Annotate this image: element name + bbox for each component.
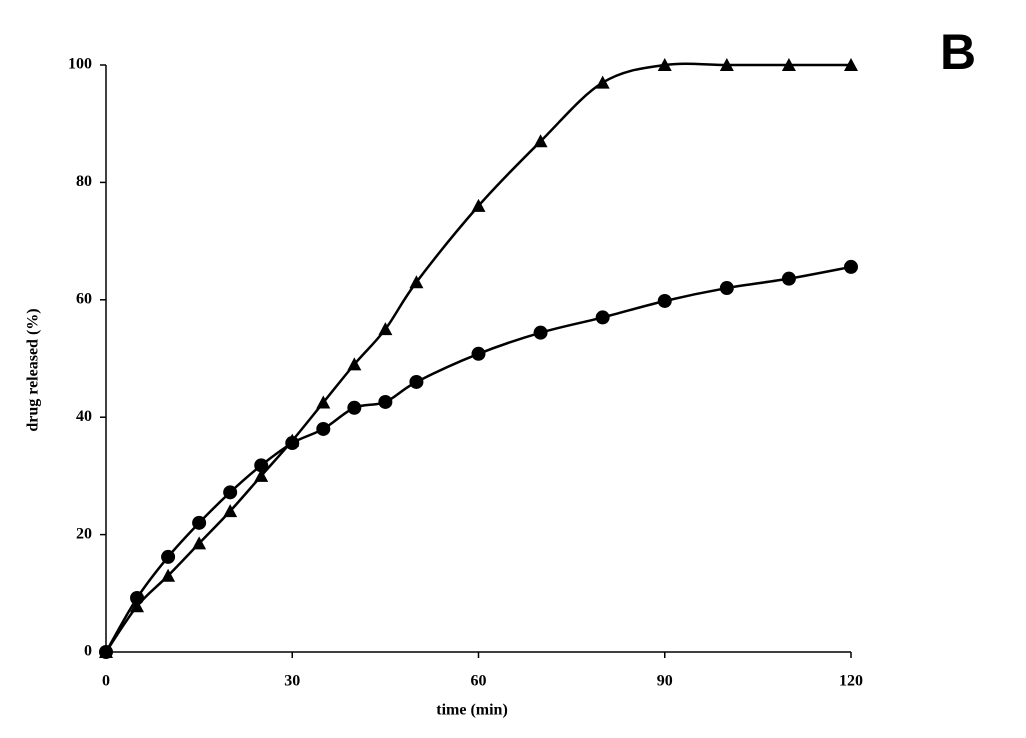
marker — [781, 58, 796, 71]
y-axis-label: drug released (%) — [25, 308, 42, 431]
marker — [378, 322, 393, 336]
marker — [316, 421, 331, 436]
marker — [223, 504, 238, 518]
y-tick-label: 0 — [84, 643, 92, 660]
y-tick-label: 80 — [76, 173, 92, 190]
marker — [285, 436, 300, 451]
marker — [719, 281, 734, 296]
panel-label: B — [940, 24, 976, 80]
marker — [347, 400, 362, 415]
marker — [719, 58, 734, 71]
marker — [254, 468, 269, 482]
marker — [378, 394, 393, 409]
marker — [657, 293, 672, 308]
marker — [192, 515, 207, 530]
x-tick-label: 120 — [839, 673, 863, 690]
marker — [533, 325, 548, 340]
x-tick-label: 30 — [284, 673, 300, 690]
marker — [316, 395, 331, 409]
marker — [533, 134, 548, 148]
marker — [657, 58, 672, 71]
marker — [409, 275, 424, 289]
marker — [161, 568, 176, 582]
x-tick-label: 60 — [471, 673, 487, 690]
marker — [347, 357, 362, 371]
marker — [471, 198, 486, 212]
x-tick-label: 0 — [102, 673, 110, 690]
marker — [130, 599, 145, 613]
marker — [254, 458, 269, 473]
marker — [781, 271, 796, 286]
marker — [844, 58, 858, 71]
marker — [409, 374, 424, 389]
marker — [471, 346, 486, 361]
marker — [223, 485, 238, 500]
marker — [161, 549, 176, 564]
marker — [595, 75, 610, 89]
marker — [844, 259, 858, 274]
y-tick-label: 40 — [76, 408, 92, 425]
marker — [130, 590, 145, 605]
marker — [595, 310, 610, 325]
x-axis-label: time (min) — [436, 702, 508, 719]
y-tick-label: 20 — [76, 525, 92, 542]
y-tick-label: 100 — [68, 56, 92, 73]
marker — [99, 645, 113, 659]
y-tick-label: 60 — [76, 290, 92, 307]
x-tick-label: 90 — [657, 673, 673, 690]
series-line — [104, 265, 852, 653]
marker — [192, 536, 207, 550]
